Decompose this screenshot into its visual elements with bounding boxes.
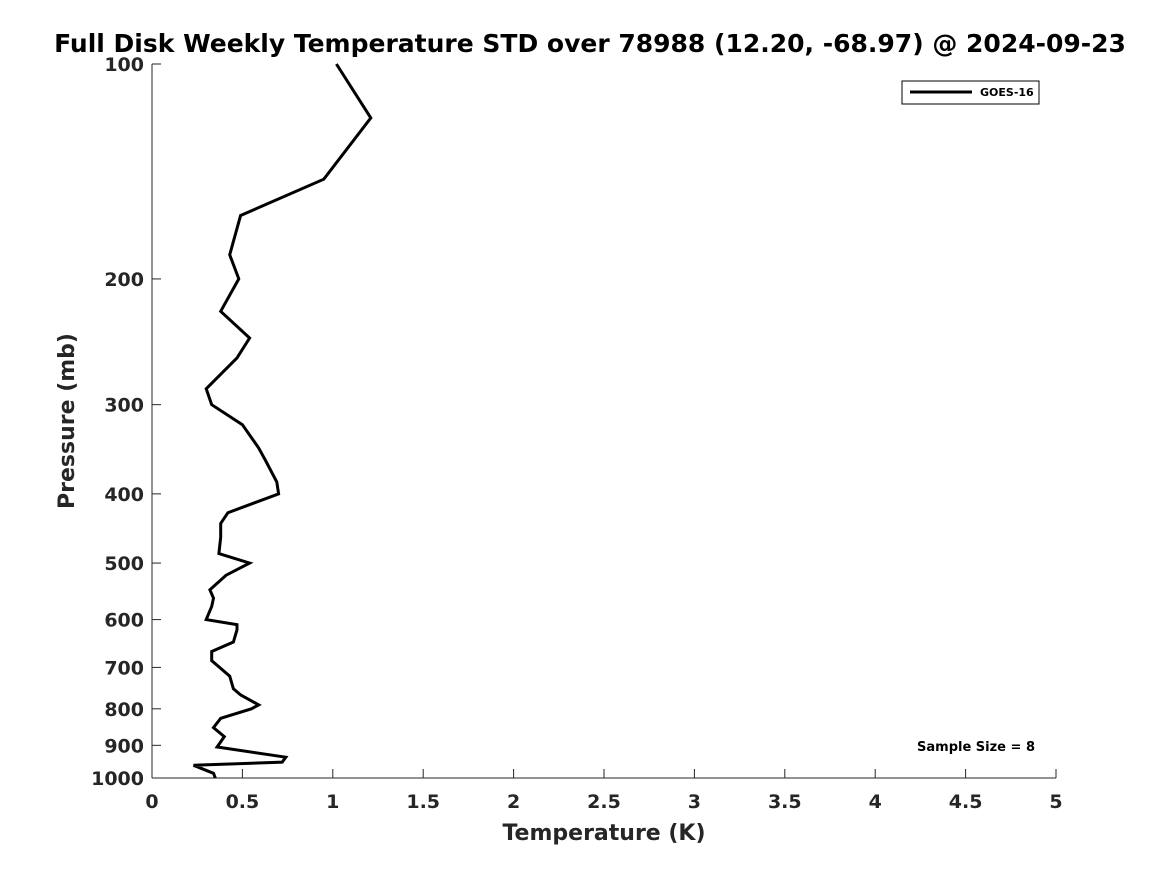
- x-tick-label: 4.5: [949, 791, 983, 813]
- x-tick-label: 3: [688, 791, 701, 813]
- legend: GOES-16: [901, 80, 1040, 105]
- x-tick-label: 0: [145, 791, 158, 813]
- y-tick-label: 500: [104, 553, 144, 575]
- y-tick-label: 100: [104, 54, 144, 76]
- series-layer: [193, 63, 373, 779]
- x-tick-label: 2.5: [587, 791, 621, 813]
- legend-label-goes-16: GOES-16: [980, 86, 1034, 99]
- x-tick-label: 1: [326, 791, 339, 813]
- sample-size-annotation: Sample Size = 8: [917, 740, 1035, 755]
- x-axis-label: Temperature (K): [502, 821, 705, 846]
- plot-axes: [151, 64, 1056, 779]
- series-line-goes-16: [193, 63, 373, 779]
- chart-title: Full Disk Weekly Temperature STD over 78…: [54, 29, 1126, 58]
- y-tick-label: 800: [104, 699, 144, 721]
- y-tick-label: 200: [104, 269, 144, 291]
- x-tick-label: 3.5: [768, 791, 802, 813]
- x-ticks: 0 0.5 1 1.5 2 2.5 3 3.5 4 4.5 5: [145, 769, 1063, 813]
- x-tick-label: 4: [869, 791, 882, 813]
- x-tick-label: 5: [1049, 791, 1062, 813]
- y-tick-label: 600: [104, 610, 144, 632]
- y-tick-label: 300: [104, 395, 144, 417]
- y-tick-label: 400: [104, 484, 144, 506]
- x-tick-label: 0.5: [226, 791, 260, 813]
- y-tick-label: 900: [104, 735, 144, 757]
- x-tick-label: 1.5: [406, 791, 440, 813]
- x-tick-label: 2: [507, 791, 520, 813]
- y-ticks: 100 200 300 400 500 600 700 800 900 1000: [91, 54, 161, 790]
- y-axis-label: Pressure (mb): [55, 333, 80, 509]
- y-tick-label: 1000: [91, 768, 144, 790]
- y-tick-label: 700: [104, 657, 144, 679]
